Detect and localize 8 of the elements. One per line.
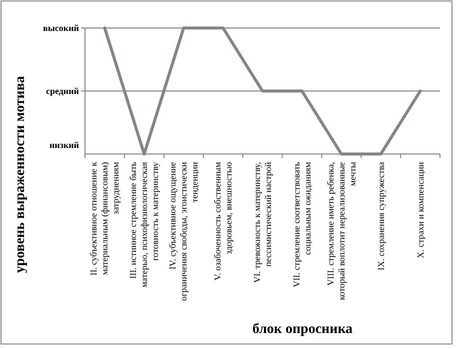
y-axis-title: уровень выраженности мотива (13, 76, 28, 274)
x-tick-label: IX. сохранения супружества (376, 162, 386, 270)
x-tick-label: X. страхи и компенсации (415, 162, 426, 258)
ref-line-label: средний (46, 86, 79, 96)
x-tick-label: II. субъективное отношение к материальным (финансовым) затруднениям (88, 161, 121, 276)
ref-line-label: высокий (43, 23, 79, 34)
x-axis-title: блок опросника (252, 322, 353, 337)
text: низкий (49, 140, 79, 150)
